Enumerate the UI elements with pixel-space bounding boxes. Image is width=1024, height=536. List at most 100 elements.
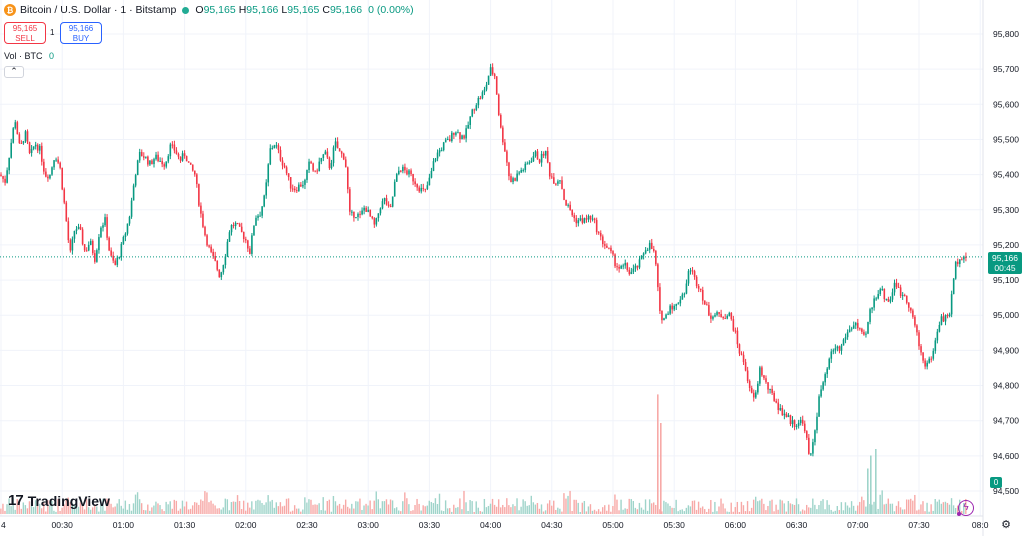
time-tick-label: 05:30 [664, 520, 686, 530]
volume-bar [300, 511, 302, 514]
buy-button[interactable]: 95,166 BUY [60, 22, 102, 44]
candle-body [803, 423, 806, 432]
candle-body [561, 180, 563, 190]
market-status-icon[interactable] [182, 6, 190, 14]
candle-body [587, 215, 590, 220]
lightning-icon[interactable]: ϟ [958, 500, 974, 516]
volume-bar [520, 506, 522, 514]
volume-bar [730, 502, 732, 514]
candle-body [151, 160, 153, 165]
volume-bar [259, 500, 261, 514]
volume-bar [901, 509, 904, 514]
candle-body [628, 269, 631, 275]
candle-body [247, 240, 249, 249]
volume-bar [92, 507, 94, 514]
volume-bar [742, 505, 745, 514]
candle-body [404, 166, 406, 171]
candle-body [551, 176, 553, 178]
candle-body [92, 241, 94, 254]
volume-bar [467, 510, 469, 514]
time-tick-label: 07:30 [908, 520, 930, 530]
candle-body [132, 185, 135, 201]
volume-bar [228, 510, 231, 514]
volume-bar [952, 505, 955, 514]
candle-body [877, 294, 879, 299]
candle-body [430, 170, 433, 178]
candle-body [173, 144, 176, 151]
volume-bar [571, 511, 573, 514]
candle-body [701, 289, 704, 301]
volume-bar [57, 498, 59, 514]
candle-body [128, 216, 131, 224]
collapse-legend-button[interactable]: ⌃ [4, 66, 24, 78]
candle-body [563, 189, 565, 200]
volume-bar [673, 508, 675, 514]
price-scale[interactable]: 95,800 95,700 95,600 95,500 95,400 95,300 95,2… [993, 29, 1019, 496]
candle-body [424, 188, 427, 190]
volume-bar [873, 501, 875, 514]
volume-bar [695, 509, 698, 514]
candle-body [63, 189, 66, 203]
candle-body [657, 264, 659, 288]
volume-bar [61, 507, 63, 514]
volume-bar [797, 504, 800, 514]
candle-body [138, 152, 141, 161]
candle-body [865, 333, 867, 335]
candle-body [710, 315, 712, 319]
candle-body [18, 134, 21, 143]
volume-bar [163, 511, 165, 514]
volume-bar [267, 495, 269, 514]
volume-bar [708, 508, 710, 514]
candle-body [812, 442, 814, 454]
close-value: 95,166 [329, 4, 363, 16]
volume-bar [548, 500, 551, 514]
candle-body [442, 142, 445, 151]
candle-body [867, 321, 869, 334]
sell-button[interactable]: 95,165 SELL [4, 22, 46, 44]
candle-body [104, 217, 106, 226]
volume-bar [773, 511, 775, 514]
candle-body [791, 420, 794, 425]
candle-body [216, 260, 219, 270]
volume-bar [175, 500, 178, 514]
candle-body [663, 318, 665, 321]
time-scale[interactable]: 4 00:30 01:00 01:30 02:00 02:30 03:00 03:30 04:0… [1, 520, 989, 530]
gear-icon[interactable]: ⚙ [1001, 519, 1011, 531]
volume-bar [261, 503, 263, 514]
volume-bar [687, 505, 690, 514]
volume-bar [16, 499, 18, 514]
volume-bar [791, 504, 794, 514]
candle-body [946, 315, 949, 317]
candle-body [595, 219, 598, 233]
volume-bar [112, 507, 114, 514]
high-value: 95,166 [246, 4, 279, 16]
candle-body [793, 420, 796, 427]
candle-body [779, 408, 782, 410]
volume-bar [736, 501, 739, 514]
candle-body [512, 178, 514, 183]
volume-bar [597, 509, 600, 514]
volume-bar [750, 507, 753, 514]
candle-body [771, 388, 773, 393]
candle-body [948, 314, 951, 317]
volume-bar [426, 505, 428, 514]
volume-bar [104, 510, 106, 514]
volume-bar [608, 504, 610, 514]
volume-bar [332, 495, 335, 514]
volume-bar [216, 508, 218, 514]
tradingview-logo[interactable]: 17 TradingView [8, 492, 110, 509]
candle-body [20, 142, 23, 144]
volume-bar [369, 500, 371, 514]
volume-bar [526, 505, 528, 514]
volume-bar [41, 508, 43, 514]
candle-body [332, 147, 335, 164]
candle-body [218, 269, 221, 278]
symbol-title[interactable]: Bitcoin / U.S. Dollar · 1 · Bitstamp [20, 4, 177, 16]
candle-body [426, 185, 429, 190]
volume-bar [422, 505, 424, 514]
candle-body [334, 141, 337, 148]
candle-body [905, 295, 908, 303]
volume-bar [457, 507, 459, 514]
volume-bar [108, 499, 110, 514]
